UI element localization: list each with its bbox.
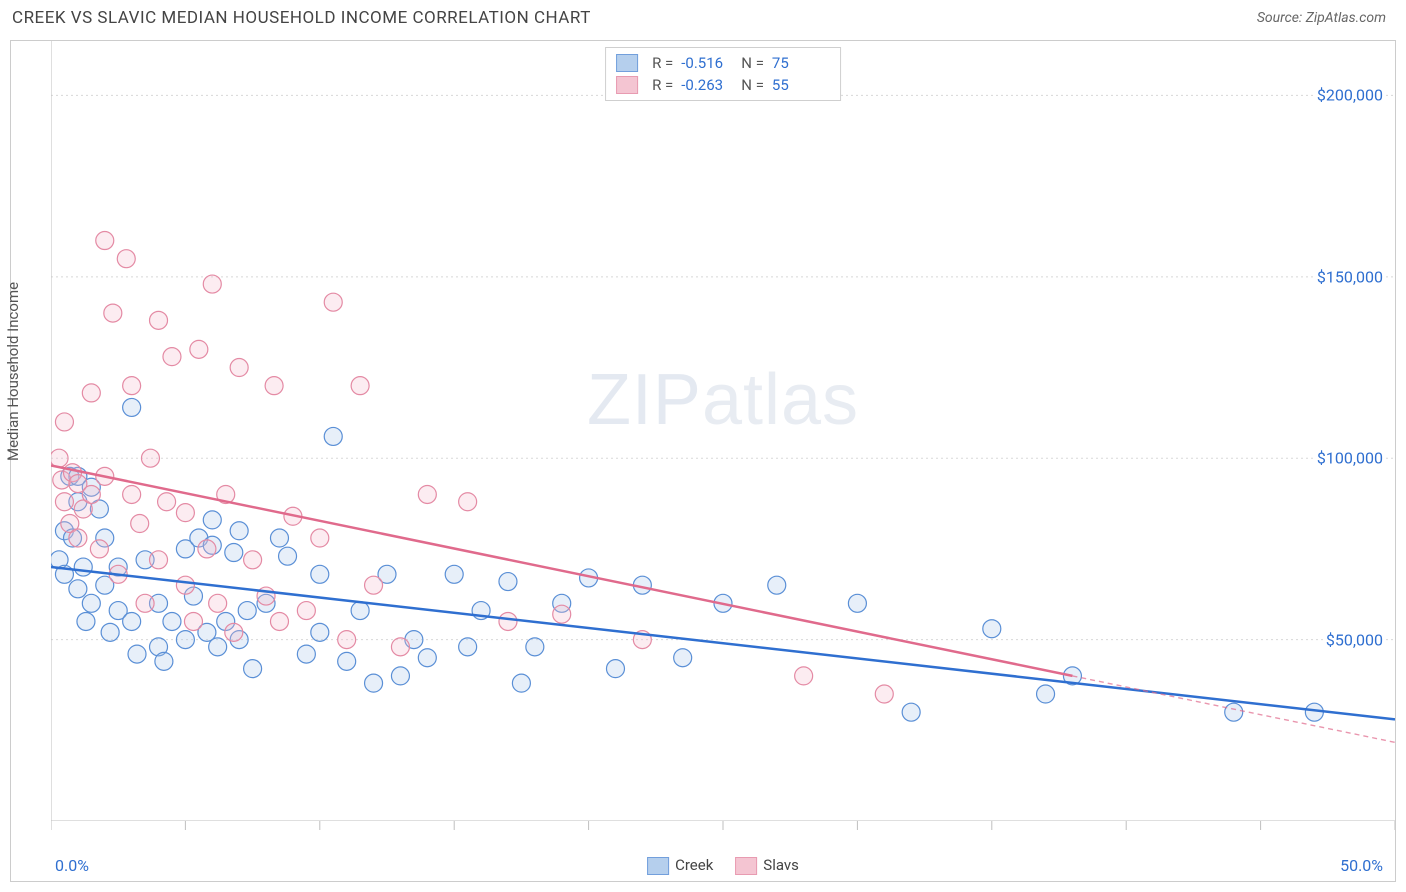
r-value: -0.516 — [681, 54, 733, 72]
r-label: R = — [652, 76, 673, 94]
chart-container: Median Household Income ZIPatlas R =-0.5… — [10, 40, 1396, 882]
y-tick-label: $50,000 — [1324, 630, 1385, 649]
correlation-legend-row: R = -0.516 N = 75 — [616, 52, 824, 74]
scatter-plot-svg — [51, 41, 1395, 821]
legend-swatch — [647, 857, 669, 875]
correlation-legend: R = -0.516 N = 75 R = -0.263 N = 55 — [605, 47, 841, 101]
legend-swatch — [616, 54, 638, 72]
y-tick-label: $200,000 — [1315, 86, 1385, 105]
n-value: 75 — [772, 54, 824, 72]
n-label: N = — [741, 76, 764, 94]
x-axis-min-label: 0.0% — [55, 856, 89, 875]
legend-item: Slavs — [735, 856, 799, 875]
legend-label: Creek — [675, 856, 713, 874]
n-label: N = — [741, 54, 764, 72]
legend-item: Creek — [647, 856, 713, 875]
r-value: -0.263 — [681, 76, 733, 94]
legend-swatch — [616, 76, 638, 94]
chart-source: Source: ZipAtlas.com — [1257, 10, 1386, 26]
n-value: 55 — [772, 76, 824, 94]
x-axis-row: 0.0% 50.0% Creek Slavs — [51, 821, 1395, 881]
x-tick-marks — [51, 821, 1395, 835]
x-axis-max-label: 50.0% — [1340, 856, 1383, 875]
correlation-legend-row: R = -0.263 N = 55 — [616, 74, 824, 96]
y-tick-label: $150,000 — [1315, 267, 1385, 286]
chart-title: CREEK VS SLAVIC MEDIAN HOUSEHOLD INCOME … — [12, 8, 591, 28]
chart-header: CREEK VS SLAVIC MEDIAN HOUSEHOLD INCOME … — [0, 0, 1406, 32]
legend-label: Slavs — [763, 856, 799, 874]
legend-swatch — [735, 857, 757, 875]
r-label: R = — [652, 54, 673, 72]
y-axis-label: Median Household Income — [4, 282, 22, 461]
series-legend: Creek Slavs — [647, 856, 799, 875]
y-tick-label: $100,000 — [1315, 449, 1385, 468]
plot-area: ZIPatlas R =-0.516N =75R =-0.263N =55 $5… — [51, 41, 1395, 821]
